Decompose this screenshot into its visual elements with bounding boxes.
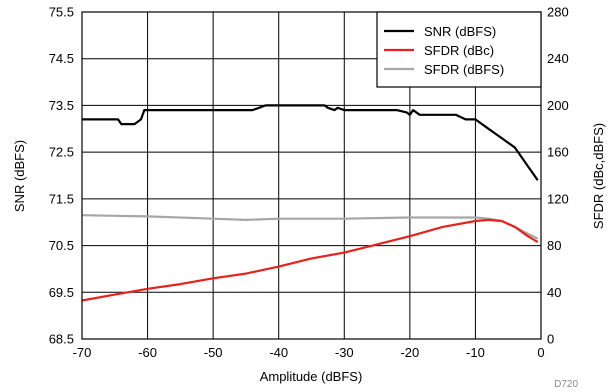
y-right-tick-label: 120	[547, 191, 569, 206]
x-tick-label: -20	[400, 345, 419, 360]
legend-label-sfdr-dbfs: SFDR (dBFS)	[424, 62, 504, 77]
y-left-axis-title: SNR (dBFS)	[12, 140, 27, 212]
y-left-tick-label: 72.5	[49, 145, 74, 160]
y-right-tick-label: 40	[547, 285, 561, 300]
figure-id: D720	[554, 379, 578, 390]
y-right-tick-label: 280	[547, 5, 569, 20]
x-tick-label: -50	[204, 345, 223, 360]
y-left-tick-label: 73.5	[49, 98, 74, 113]
y-left-tick-label: 69.5	[49, 285, 74, 300]
x-tick-label: -30	[335, 345, 354, 360]
y-left-tick-label: 70.5	[49, 238, 74, 253]
y-left-tick-label: 75.5	[49, 5, 74, 20]
x-tick-label: -40	[269, 345, 288, 360]
y-left-tick-label: 71.5	[49, 191, 74, 206]
y-right-tick-label: 160	[547, 145, 569, 160]
x-tick-label: -70	[73, 345, 92, 360]
x-tick-label: -10	[466, 345, 485, 360]
y-right-tick-label: 240	[547, 51, 569, 66]
legend-label-snr: SNR (dBFS)	[424, 24, 496, 39]
y-right-tick-label: 0	[547, 332, 554, 347]
y-right-axis-title: SFDR (dBc,dBFS)	[591, 123, 606, 229]
x-tick-label: -60	[138, 345, 157, 360]
x-tick-label: 0	[537, 345, 544, 360]
legend: SNR (dBFS) SFDR (dBc) SFDR (dBFS)	[377, 12, 541, 87]
y-left-tick-label: 74.5	[49, 51, 74, 66]
y-right-tick-label: 200	[547, 98, 569, 113]
y-left-tick-label: 68.5	[49, 332, 74, 347]
legend-label-sfdr-dbc: SFDR (dBc)	[424, 43, 494, 58]
y-right-tick-label: 80	[547, 238, 561, 253]
x-axis-title: Amplitude (dBFS)	[260, 369, 363, 384]
